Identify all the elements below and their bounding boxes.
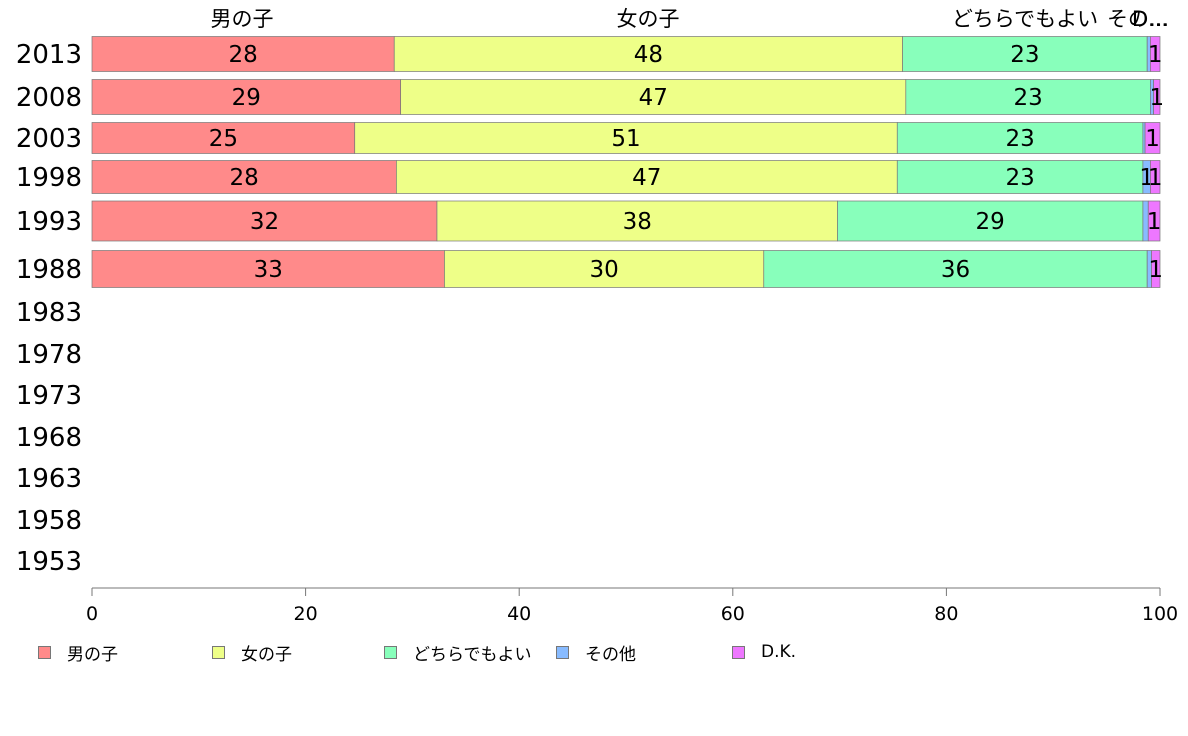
- data-label-1988-series-4: 1: [1148, 257, 1163, 283]
- data-label-1993-series-0: 32: [250, 209, 279, 235]
- bar-1998-series-2: [896, 160, 1144, 194]
- x-tick-label-0: 0: [86, 603, 98, 625]
- legend-item-1: 女の子: [212, 640, 292, 665]
- bar-2008-series-4: [1153, 79, 1161, 115]
- row-label-1978: 1978: [16, 340, 82, 370]
- x-tick-label-40: 40: [507, 603, 531, 625]
- row-label-2003: 2003: [16, 124, 82, 154]
- legend-label: その他: [585, 644, 636, 665]
- bar-1993-series-0: [91, 200, 438, 242]
- series-header-0: 男の子: [211, 7, 274, 31]
- data-label-2008-series-2: 23: [1013, 85, 1042, 111]
- legend-label: 女の子: [241, 644, 292, 665]
- bar-2008-series-2: [905, 79, 1151, 115]
- data-label-1998-series-1: 47: [632, 165, 661, 191]
- data-label-1993-series-1: 38: [623, 209, 652, 235]
- data-label-2013-series-2: 23: [1010, 42, 1039, 68]
- series-header-1: 女の子: [617, 7, 680, 31]
- legend-swatch: [384, 645, 397, 659]
- bar-1998-series-1: [396, 160, 898, 194]
- legend-item-3: その他: [556, 640, 636, 665]
- row-label-1973: 1973: [16, 381, 82, 411]
- x-tick-label-20: 20: [294, 603, 318, 625]
- row-label-1953: 1953: [16, 547, 82, 577]
- legend-label: D.K.: [761, 642, 797, 662]
- row-label-1963: 1963: [16, 464, 82, 494]
- data-label-1998-series-2: 23: [1005, 165, 1034, 191]
- legend-item-2: どちらでもよい: [384, 640, 532, 665]
- row-label-1998: 1998: [16, 163, 82, 193]
- stacked-bar-chart: 男の子 女の子 どちらでもよい その...D... 28 48 23 1 29 47 23 1 25 5…: [16, 7, 1178, 625]
- data-label-1993-series-4: 1: [1147, 209, 1162, 235]
- data-label-2013-series-1: 48: [634, 42, 663, 68]
- legend-swatch: [732, 645, 745, 659]
- row-label-1993: 1993: [16, 207, 82, 237]
- data-label-2003-series-2: 23: [1005, 126, 1034, 152]
- legend-label: 男の子: [67, 644, 118, 665]
- bar-2003-series-0: [91, 122, 356, 154]
- data-label-1993-series-2: 29: [976, 209, 1005, 235]
- x-tick-label-80: 80: [934, 603, 958, 625]
- bar-1998-series-4: [1150, 160, 1161, 194]
- data-label-2003-series-1: 51: [611, 126, 640, 152]
- bar-1993-series-1: [436, 200, 838, 242]
- legend-label: どちらでもよい: [413, 644, 532, 665]
- series-header-2: どちらでもよい: [952, 7, 1098, 31]
- row-label-1983: 1983: [16, 298, 82, 328]
- bar-2013-series-2: [902, 36, 1148, 72]
- series-header-4: D...: [1132, 7, 1168, 31]
- bar-1988-series-2: [763, 250, 1148, 288]
- data-label-2008-series-4: 1: [1149, 85, 1164, 111]
- bar-2013-series-0: [91, 36, 395, 72]
- data-label-2013-series-0: 28: [228, 42, 257, 68]
- data-label-2013-series-4: 1: [1148, 42, 1163, 68]
- legend: 男の子 女の子 どちらでもよい その他 D.K.: [38, 640, 918, 665]
- bar-2013-series-1: [393, 36, 903, 72]
- row-label-1988: 1988: [16, 255, 82, 285]
- bar-2003-series-4: [1144, 122, 1161, 154]
- legend-swatch: [38, 645, 51, 659]
- series-header-3: その...: [1107, 7, 1169, 31]
- data-label-1988-series-1: 30: [589, 257, 618, 283]
- bar-1998-series-0: [91, 160, 397, 194]
- row-label-1968: 1968: [16, 423, 82, 453]
- x-axis: 0 20 40 60 80 100: [86, 587, 1178, 625]
- data-label-1998-series-4: 1: [1148, 165, 1163, 191]
- bar-1988-series-0: [91, 250, 445, 288]
- bar-1988-series-1: [444, 250, 765, 288]
- legend-swatch: [556, 645, 569, 659]
- bar-1988-series-4: [1151, 250, 1161, 288]
- legend-swatch: [212, 645, 225, 659]
- data-label-2003-series-0: 25: [209, 126, 238, 152]
- row-label-1958: 1958: [16, 506, 82, 536]
- data-label-2003-series-4: 1: [1145, 126, 1160, 152]
- bar-2013-series-4: [1150, 36, 1161, 72]
- data-label-1988-series-0: 33: [254, 257, 283, 283]
- row-label-2008: 2008: [16, 83, 82, 113]
- x-tick-label-60: 60: [721, 603, 745, 625]
- data-label-1988-series-2: 36: [941, 257, 970, 283]
- data-label-2008-series-1: 47: [639, 85, 668, 111]
- x-tick-label-100: 100: [1142, 603, 1178, 625]
- bar-2008-series-1: [400, 79, 907, 115]
- data-label-1998-series-0: 28: [230, 165, 259, 191]
- bar-1993-series-4: [1147, 200, 1161, 242]
- row-label-2013: 2013: [16, 40, 82, 70]
- legend-item-0: 男の子: [38, 640, 118, 665]
- legend-item-4: D.K.: [732, 640, 796, 664]
- row-labels: 2013 2008 2003 1998 1993 1988 1983 1978 1973 1968…: [16, 40, 82, 577]
- data-label-2008-series-0: 29: [232, 85, 261, 111]
- bars: 28 48 23 1 29 47 23 1 25 51 23 1 28 47 23 1 1 32 38 29 1 33 30…: [91, 36, 1164, 288]
- bar-2003-series-1: [354, 122, 898, 154]
- series-headers: 男の子 女の子 どちらでもよい その...D...: [211, 7, 1170, 31]
- bar-2003-series-2: [896, 122, 1144, 154]
